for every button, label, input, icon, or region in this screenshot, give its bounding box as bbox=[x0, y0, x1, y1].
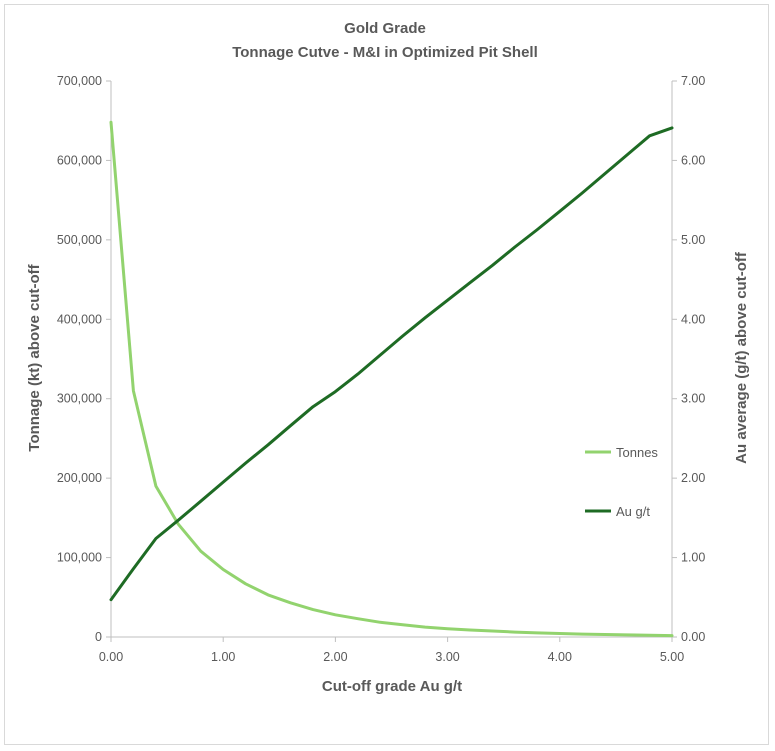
x-tick-label: 3.00 bbox=[435, 650, 459, 664]
x-tick-label: 5.00 bbox=[660, 650, 684, 664]
y2-tick-label: 4.00 bbox=[681, 312, 705, 326]
legend-label: Au g/t bbox=[616, 504, 650, 519]
y2-tick-label: 0.00 bbox=[681, 630, 705, 644]
y2-tick-label: 5.00 bbox=[681, 233, 705, 247]
chart-subtitle: Tonnage Cutve - M&I in Optimized Pit She… bbox=[232, 44, 538, 61]
axes bbox=[110, 81, 673, 638]
legend-label: Tonnes bbox=[616, 445, 658, 460]
y2-tick-label: 6.00 bbox=[681, 153, 705, 167]
y-tick-label: 400,000 bbox=[57, 312, 102, 326]
y-tick-label: 100,000 bbox=[57, 551, 102, 565]
series-lines bbox=[109, 120, 674, 638]
y2-axis-title: Au average (g/t) above cut-off bbox=[733, 251, 750, 464]
x-tick-label: 0.00 bbox=[99, 650, 123, 664]
y2-tick-label: 3.00 bbox=[681, 392, 705, 406]
series-line-tonnes bbox=[109, 120, 674, 638]
y-tick-label: 500,000 bbox=[57, 233, 102, 247]
y2-tick-label: 1.00 bbox=[681, 551, 705, 565]
x-tick-label: 2.00 bbox=[323, 650, 347, 664]
legend: Tonnes Au g/t bbox=[585, 445, 658, 519]
x-tick-label: 4.00 bbox=[548, 650, 572, 664]
y-axis-title: Tonnage (kt) above cut-off bbox=[26, 263, 43, 451]
series-line-au-grade bbox=[109, 126, 674, 602]
tick-labels: 0 100,000 200,000 300,000 400,000 500,000 600,… bbox=[57, 74, 706, 664]
y2-tick-label: 7.00 bbox=[681, 74, 705, 88]
chart-title: Gold Grade bbox=[344, 20, 426, 37]
x-axis-title: Cut-off grade Au g/t bbox=[322, 678, 462, 695]
y2-tick-label: 2.00 bbox=[681, 471, 705, 485]
y-tick-label: 700,000 bbox=[57, 74, 102, 88]
y-tick-label: 200,000 bbox=[57, 471, 102, 485]
y-tick-label: 300,000 bbox=[57, 392, 102, 406]
x-tick-label: 1.00 bbox=[211, 650, 235, 664]
y-tick-label: 0 bbox=[95, 630, 102, 644]
y-tick-label: 600,000 bbox=[57, 153, 102, 167]
